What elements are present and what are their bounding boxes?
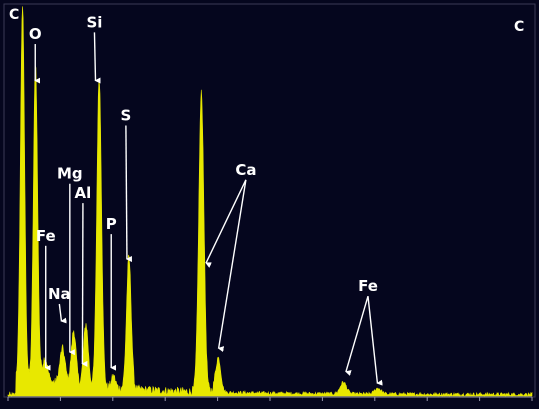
element-label-mg: Mg <box>57 165 83 356</box>
element-label-text: Fe <box>358 277 378 295</box>
label-arrow <box>367 296 383 386</box>
element-label-text: Fe <box>36 227 56 245</box>
element-label-p: P <box>106 215 117 371</box>
element-label-text: Mg <box>57 165 83 183</box>
element-label-text: Na <box>48 285 71 303</box>
element-label-text: Al <box>75 184 92 202</box>
label-arrow <box>93 32 101 84</box>
corner-label-top-left: C <box>9 7 19 23</box>
element-label-fe: Fe <box>345 277 383 386</box>
label-arrow <box>125 125 132 263</box>
element-label-text: Ca <box>235 161 256 179</box>
label-arrow <box>217 179 247 353</box>
label-arrow <box>205 179 247 268</box>
element-label-text: P <box>106 215 117 233</box>
element-label-ca: Ca <box>205 161 256 353</box>
element-label-text: O <box>29 25 42 43</box>
element-label-text: Si <box>86 13 102 31</box>
corner-label-top-right: C <box>514 19 524 35</box>
element-label-fe: Fe <box>36 227 56 371</box>
element-label-o: O <box>29 25 42 84</box>
element-label-na: Na <box>48 285 71 324</box>
element-label-text: S <box>120 107 131 125</box>
label-arrow <box>81 203 88 367</box>
element-label-si: Si <box>86 13 102 84</box>
spectrum-trace <box>7 6 533 398</box>
element-label-al: Al <box>75 184 92 367</box>
label-arrow <box>345 296 369 376</box>
element-label-s: S <box>120 107 132 263</box>
label-arrow <box>58 303 67 324</box>
